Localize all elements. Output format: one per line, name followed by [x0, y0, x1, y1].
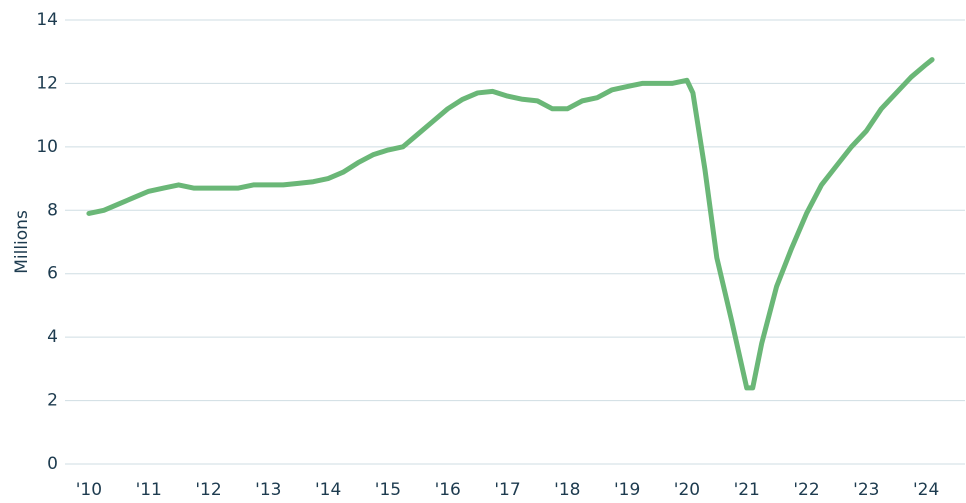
x-tick-label: '11	[136, 480, 162, 500]
x-tick-label: '14	[315, 480, 341, 500]
x-tick-label: '19	[614, 480, 640, 500]
y-tick-label: 6	[47, 264, 58, 284]
y-tick-label: 0	[47, 454, 58, 474]
x-tick-label: '12	[195, 480, 221, 500]
x-tick-label: '22	[793, 480, 819, 500]
y-tick-label: 14	[36, 10, 58, 30]
y-tick-label: 4	[47, 327, 58, 347]
x-tick-label: '15	[375, 480, 401, 500]
x-tick-label: '20	[674, 480, 700, 500]
x-tick-label: '13	[255, 480, 281, 500]
x-tick-label: '24	[913, 480, 939, 500]
data-line	[86, 57, 935, 391]
y-tick-label: 10	[36, 137, 58, 157]
y-tick-label: 12	[36, 73, 58, 93]
y-tick-label: 8	[47, 200, 58, 220]
x-tick-label: '23	[853, 480, 879, 500]
x-tick-label: '10	[76, 480, 102, 500]
x-tick-label: '18	[554, 480, 580, 500]
x-tick-label: '16	[435, 480, 461, 500]
x-tick-label: '21	[734, 480, 760, 500]
y-tick-label: 2	[47, 391, 58, 411]
x-tick-label: '17	[494, 480, 520, 500]
y-axis-label: Millions	[12, 210, 32, 274]
